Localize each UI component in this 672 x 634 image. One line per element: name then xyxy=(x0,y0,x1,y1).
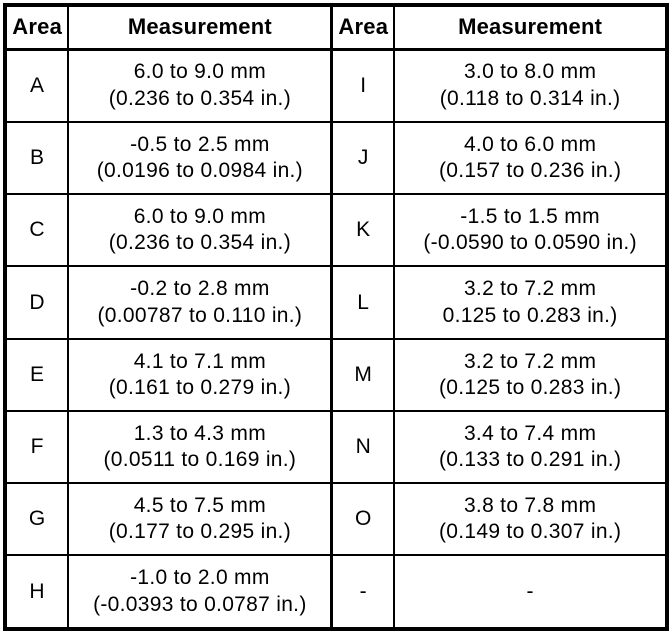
measurement-in-line: (0.236 to 0.354 in.) xyxy=(108,231,291,255)
area-cell: G xyxy=(3,482,70,557)
measurement-in-line: (0.00787 to 0.110 in.) xyxy=(97,303,303,327)
measurement-in-line: (0.0196 to 0.0984 in.) xyxy=(96,159,303,183)
table-row: E 4.1 to 7.1 mm (0.161 to 0.279 in.) M 3… xyxy=(3,337,668,412)
area-cell: F xyxy=(3,409,70,485)
measurement-mm-line: 3.2 to 7.2 mm xyxy=(463,277,597,301)
measurement-cell: 3.4 to 7.4 mm (0.133 to 0.291 in.) xyxy=(393,409,668,485)
measurement-mm-line: 4.0 to 6.0 mm xyxy=(463,132,597,156)
measurement-mm-line: 4.1 to 7.1 mm xyxy=(133,349,266,373)
area-cell: N xyxy=(330,409,396,485)
measurement-mm-line: 3.4 to 7.4 mm xyxy=(463,421,597,445)
measurement-mm-line: 3.0 to 8.0 mm xyxy=(463,60,597,84)
table-row: D -0.2 to 2.8 mm (0.00787 to 0.110 in.) … xyxy=(3,265,668,340)
measurement-mm-line: 6.0 to 9.0 mm xyxy=(133,60,266,84)
measurement-mm-line: 1.3 to 4.3 mm xyxy=(133,421,266,445)
measurement-cell: -0.2 to 2.8 mm (0.00787 to 0.110 in.) xyxy=(67,265,333,340)
area-cell: C xyxy=(3,193,70,268)
measurement-cell: -1.5 to 1.5 mm (-0.0590 to 0.0590 in.) xyxy=(393,193,668,268)
measurement-in-line: (0.133 to 0.291 in.) xyxy=(438,448,622,472)
table-row: H -1.0 to 2.0 mm (-0.0393 to 0.0787 in.)… xyxy=(3,554,668,630)
measurement-in-line: (0.125 to 0.283 in.) xyxy=(438,375,622,399)
measurement-spec-table: Area Measurement Area Measurement A 6.0 … xyxy=(3,3,669,631)
table-row: F 1.3 to 4.3 mm (0.0511 to 0.169 in.) N … xyxy=(3,409,668,485)
measurement-in-line: (-0.0393 to 0.0787 in.) xyxy=(93,592,307,616)
area-cell: J xyxy=(330,120,396,196)
measurement-cell: 4.1 to 7.1 mm (0.161 to 0.279 in.) xyxy=(67,337,333,412)
area-cell: K xyxy=(330,193,396,268)
area-cell: L xyxy=(330,265,396,340)
measurement-mm-line: -1.5 to 1.5 mm xyxy=(460,205,600,229)
area-cell: M xyxy=(330,337,396,412)
area-cell: E xyxy=(3,337,70,412)
measurement-mm-line: - xyxy=(526,579,534,603)
area-cell: H xyxy=(3,554,70,630)
measurement-mm-line: -1.0 to 2.0 mm xyxy=(130,566,270,590)
measurement-mm-line: 3.8 to 7.8 mm xyxy=(463,494,597,518)
measurement-in-line: (0.161 to 0.279 in.) xyxy=(108,375,291,399)
measurement-cell: -1.0 to 2.0 mm (-0.0393 to 0.0787 in.) xyxy=(67,554,333,630)
measurement-cell: 4.0 to 6.0 mm (0.157 to 0.236 in.) xyxy=(393,120,668,196)
measurement-in-line: (-0.0590 to 0.0590 in.) xyxy=(423,231,637,255)
area-cell: O xyxy=(330,482,396,557)
measurement-mm-line: -0.5 to 2.5 mm xyxy=(130,132,270,156)
measurement-cell: -0.5 to 2.5 mm (0.0196 to 0.0984 in.) xyxy=(67,120,333,196)
measurement-cell: 3.2 to 7.2 mm 0.125 to 0.283 in.) xyxy=(393,265,668,340)
area-cell: B xyxy=(3,120,70,196)
measurement-in-line: (0.157 to 0.236 in.) xyxy=(438,159,622,183)
area-cell: - xyxy=(330,554,396,630)
area-cell: A xyxy=(3,48,70,123)
measurement-mm-line: 6.0 to 9.0 mm xyxy=(133,205,266,229)
measurement-cell: 3.0 to 8.0 mm (0.118 to 0.314 in.) xyxy=(393,48,668,123)
measurement-cell: 1.3 to 4.3 mm (0.0511 to 0.169 in.) xyxy=(67,409,333,485)
measurement-mm-line: 3.2 to 7.2 mm xyxy=(463,349,597,373)
measurement-in-line: (0.177 to 0.295 in.) xyxy=(108,520,291,544)
area-cell: D xyxy=(3,265,70,340)
area-cell: I xyxy=(330,48,396,123)
table-row: C 6.0 to 9.0 mm (0.236 to 0.354 in.) K -… xyxy=(3,193,668,268)
measurement-cell: 6.0 to 9.0 mm (0.236 to 0.354 in.) xyxy=(67,48,333,123)
header-row: Area Measurement Area Measurement xyxy=(3,4,668,51)
table-row: A 6.0 to 9.0 mm (0.236 to 0.354 in.) I 3… xyxy=(3,48,668,123)
measurement-cell: 6.0 to 9.0 mm (0.236 to 0.354 in.) xyxy=(67,193,333,268)
measurement-in-line: (0.236 to 0.354 in.) xyxy=(108,86,291,110)
measurement-mm-line: 4.5 to 7.5 mm xyxy=(133,494,266,518)
header-measurement-left: Measurement xyxy=(67,4,333,51)
measurement-in-line: (0.0511 to 0.169 in.) xyxy=(103,448,297,472)
measurement-in-line: (0.149 to 0.307 in.) xyxy=(438,520,622,544)
measurement-in-line: 0.125 to 0.283 in.) xyxy=(442,303,618,327)
measurement-cell: 3.8 to 7.8 mm (0.149 to 0.307 in.) xyxy=(393,482,668,557)
measurement-in-line: (0.118 to 0.314 in.) xyxy=(439,86,621,110)
table-row: G 4.5 to 7.5 mm (0.177 to 0.295 in.) O 3… xyxy=(3,482,668,557)
header-area-left: Area xyxy=(3,4,70,51)
header-area-right: Area xyxy=(330,4,396,51)
measurement-cell: 4.5 to 7.5 mm (0.177 to 0.295 in.) xyxy=(67,482,333,557)
header-measurement-right: Measurement xyxy=(393,4,668,51)
measurement-cell: - xyxy=(393,554,668,630)
table-row: B -0.5 to 2.5 mm (0.0196 to 0.0984 in.) … xyxy=(3,120,668,196)
measurement-cell: 3.2 to 7.2 mm (0.125 to 0.283 in.) xyxy=(393,337,668,412)
measurement-mm-line: -0.2 to 2.8 mm xyxy=(130,277,270,301)
